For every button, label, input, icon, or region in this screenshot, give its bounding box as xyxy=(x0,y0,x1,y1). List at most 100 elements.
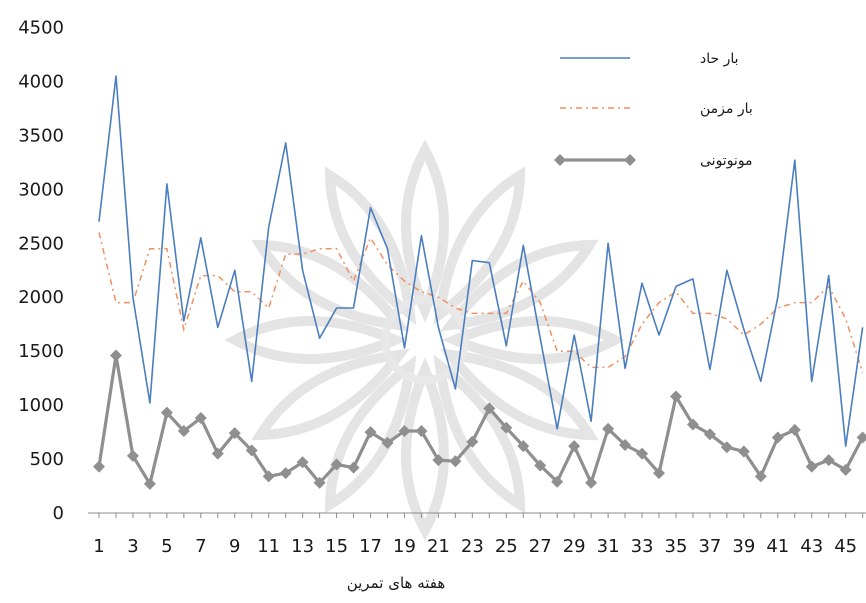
monotony-point xyxy=(856,431,866,444)
monotony-point xyxy=(143,477,156,490)
watermark-petal xyxy=(401,357,449,541)
monotony-point xyxy=(568,440,581,453)
legend-label: بار حاد xyxy=(700,51,739,67)
y-tick-label: 0 xyxy=(53,503,64,524)
y-tick-label: 2000 xyxy=(18,287,64,308)
monotony-point xyxy=(805,460,818,473)
watermark-petal-shape xyxy=(251,239,411,332)
monotony-point xyxy=(381,436,394,449)
monotony-point xyxy=(754,470,767,483)
watermark-petal-shape xyxy=(442,316,626,364)
monotony-point xyxy=(432,454,445,467)
monotony-point xyxy=(364,426,377,439)
watermark-petal xyxy=(251,239,411,332)
watermark-petal xyxy=(224,316,408,364)
monotony-point xyxy=(347,461,360,474)
monotony-point xyxy=(602,422,615,435)
monotony-point xyxy=(636,447,649,460)
monotony-point xyxy=(517,440,530,453)
watermark-center xyxy=(381,296,469,384)
x-tick-label: 5 xyxy=(161,536,172,557)
watermark-petal-shape xyxy=(251,348,411,441)
monotony-point xyxy=(534,459,547,472)
monotony-point xyxy=(211,447,224,460)
series-chronic xyxy=(98,232,864,373)
series-acute xyxy=(98,75,864,447)
watermark-petal xyxy=(442,316,626,364)
y-tick-label: 2500 xyxy=(18,233,64,254)
x-tick-label: 13 xyxy=(291,536,314,557)
x-tick-label: 25 xyxy=(495,536,518,557)
monotony-point xyxy=(415,425,428,438)
watermark-petal xyxy=(324,354,417,514)
watermark-petal-shape xyxy=(433,166,526,326)
monotony-point xyxy=(686,418,699,431)
x-tick-label: 45 xyxy=(834,536,857,557)
monotony-point xyxy=(449,455,462,468)
x-tick-label: 27 xyxy=(529,536,552,557)
x-tick-label: 9 xyxy=(229,536,240,557)
monotony-point xyxy=(771,431,784,444)
watermark-petal-shape xyxy=(439,348,599,441)
y-tick-label: 3000 xyxy=(18,179,64,200)
legend-swatch-marker xyxy=(554,154,566,166)
watermark-petal-shape xyxy=(324,354,417,514)
watermark-petal-shape xyxy=(439,239,599,332)
monotony-point xyxy=(619,439,632,452)
y-tick-label: 500 xyxy=(30,449,64,470)
watermark-petal xyxy=(439,348,599,441)
watermark-petal xyxy=(439,239,599,332)
watermark-petal xyxy=(401,139,449,323)
monotony-point xyxy=(279,467,292,480)
monotony-point xyxy=(194,412,207,425)
legend-item: بار مزمن xyxy=(560,101,753,117)
x-tick-label: 23 xyxy=(461,536,484,557)
y-tick-label: 1500 xyxy=(18,341,64,362)
watermark-petal-shape xyxy=(401,139,449,323)
x-tick-label: 1 xyxy=(93,536,104,557)
legend-label: مونوتونی xyxy=(700,153,753,169)
legend-item: بار حاد xyxy=(560,51,739,67)
x-axis-title: هفته های تمرین xyxy=(347,574,446,592)
monotony-point xyxy=(585,476,598,489)
x-tick-label: 43 xyxy=(800,536,823,557)
monotony-point xyxy=(822,454,835,467)
x-tick-label: 39 xyxy=(732,536,755,557)
monotony-point xyxy=(466,435,479,448)
series-monotony xyxy=(93,349,866,490)
x-tick-label: 29 xyxy=(563,536,586,557)
monotony-point xyxy=(228,427,241,440)
watermark-petal xyxy=(324,166,417,326)
y-tick-label: 4500 xyxy=(18,18,64,39)
x-tick-label: 21 xyxy=(427,536,450,557)
x-tick-label: 33 xyxy=(631,536,654,557)
monotony-point xyxy=(653,467,666,480)
watermark-petal-shape xyxy=(433,354,526,514)
monotony-point xyxy=(126,449,139,462)
monotony-point xyxy=(551,475,564,488)
x-tick-label: 41 xyxy=(766,536,789,557)
monotony-point xyxy=(500,421,513,434)
x-tick-label: 19 xyxy=(393,536,416,557)
monotony-point xyxy=(720,441,733,454)
monotony-point xyxy=(160,406,173,419)
watermark-logo xyxy=(224,139,626,541)
monotony-point xyxy=(839,463,852,476)
chart-legend: بار حاد بار مزمن مونوتونی xyxy=(554,51,753,169)
x-tick-label: 15 xyxy=(325,536,348,557)
x-tick-label: 37 xyxy=(698,536,721,557)
monotony-point xyxy=(737,445,750,458)
y-tick-label: 4000 xyxy=(18,71,64,92)
watermark-petal xyxy=(251,348,411,441)
x-tick-label: 3 xyxy=(127,536,138,557)
monotony-point xyxy=(398,425,411,438)
x-tick-label: 7 xyxy=(195,536,206,557)
x-tick-label: 35 xyxy=(665,536,688,557)
watermark-petal-shape xyxy=(401,357,449,541)
series-layer xyxy=(93,75,866,490)
watermark-petal-shape xyxy=(224,316,408,364)
series-line-chronic-load xyxy=(98,232,864,373)
monotony-point xyxy=(313,476,326,489)
